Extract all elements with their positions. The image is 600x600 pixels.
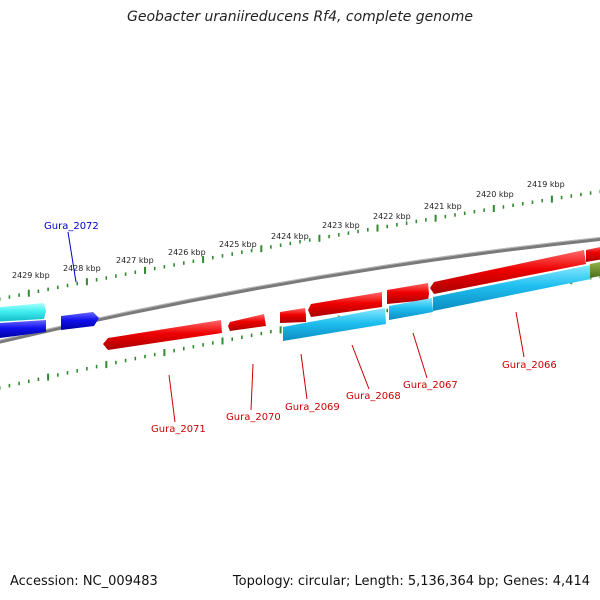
forward-strand-genes [0,245,600,330]
gene-arrow-red-fwd-1[interactable] [280,308,306,323]
inner-row-genes [0,260,600,350]
leader-gura-2071 [168,374,176,423]
gene-arrow-red-rev-1[interactable] [228,314,266,331]
scale-label: 2421 kbp [424,202,462,211]
leader-gura-2072 [67,231,77,283]
gene-label-gura-2071[interactable]: Gura_2071 [151,424,206,435]
scale-label: 2424 kbp [271,232,309,241]
scale-label: 2428 kbp [63,264,101,273]
gene-arrow-light-cyan[interactable] [0,303,46,322]
gene-arrow-gura-2072[interactable] [61,312,99,330]
scale-label: 2427 kbp [116,256,154,265]
scale-label: 2429 kbp [12,271,50,280]
gene-arrow-gura-2066[interactable] [433,265,591,311]
leader-gura-2070 [250,363,254,411]
leader-gura-2069 [300,353,308,400]
accession-text: Accession: NC_009483 [10,574,158,589]
gene-arrow-red-fwd-3[interactable] [586,245,600,262]
gene-label-gura-2069[interactable]: Gura_2069 [285,402,340,413]
gene-label-gura-2070[interactable]: Gura_2070 [226,412,281,423]
scale-label: 2420 kbp [476,190,514,199]
leader-gura-2067 [412,332,428,379]
leader-gura-2066 [515,311,525,358]
scale-label: 2425 kbp [219,240,257,249]
map-title: Geobacter uraniireducens Rf4, complete g… [127,9,473,25]
scale-label: 2423 kbp [322,221,360,230]
scale-label: 2426 kbp [168,248,206,257]
gene-label-gura-2067[interactable]: Gura_2067 [403,380,458,391]
reverse-strand-genes-outer [228,250,586,331]
gene-label-gura-2068[interactable]: Gura_2068 [346,391,401,402]
scale-label: 2422 kbp [373,212,411,221]
gene-arrow-gura-2071[interactable] [103,320,222,350]
gene-arrow-red-rev-3[interactable] [430,250,586,294]
leader-gura-2068 [351,344,370,390]
label-leaders [67,231,525,423]
gene-arrow-gura-2069-2068[interactable] [283,308,386,341]
genome-summary-text: Topology: circular; Length: 5,136,364 bp… [232,574,590,589]
gene-label-gura-2072[interactable]: Gura_2072 [44,221,99,232]
scale-label: 2419 kbp [527,180,565,189]
scale-labels: 2429 kbp 2428 kbp 2427 kbp 2426 kbp 2425… [12,180,565,280]
gene-arrow-blue-rev[interactable] [0,320,46,338]
gene-arrow-gura-2067[interactable] [389,298,433,320]
gene-arrow-red-rev-2[interactable] [308,292,382,317]
gene-arrow-olive[interactable] [590,260,600,278]
gene-label-gura-2066[interactable]: Gura_2066 [502,360,557,371]
scale-ticks-outer [0,189,600,301]
gene-labels: Gura_2072 Gura_2071 Gura_2070 Gura_2069 … [44,221,557,435]
gene-arrow-red-fwd-2[interactable] [387,283,429,304]
